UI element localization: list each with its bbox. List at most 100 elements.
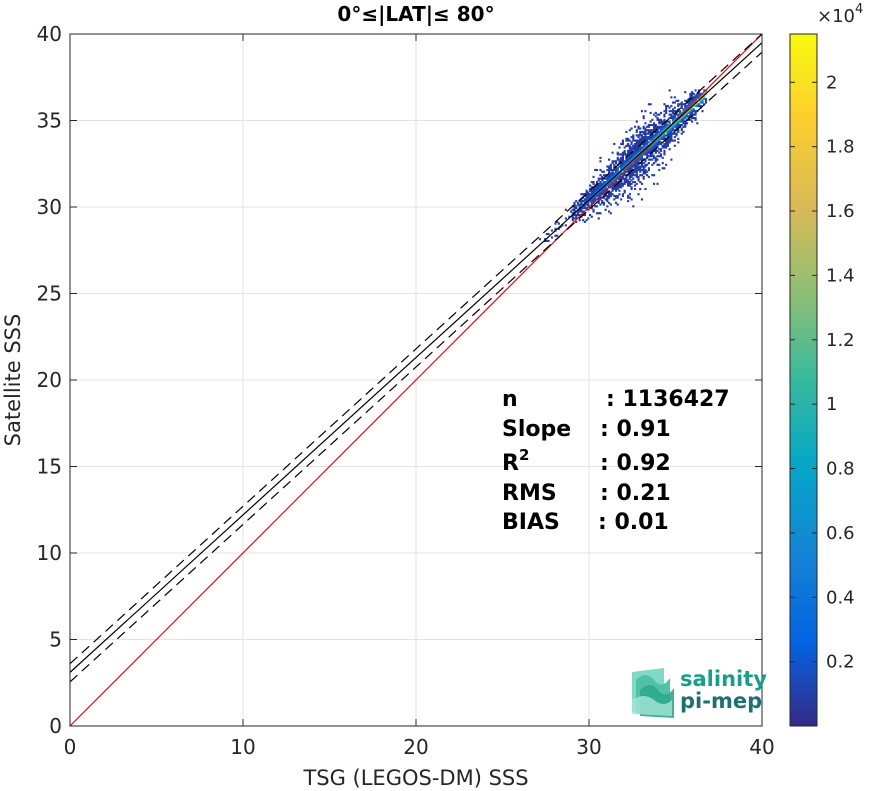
density-cell [620,182,623,185]
density-cell [599,156,602,159]
density-cell [583,193,586,196]
density-cell [583,220,586,223]
density-cell [678,103,682,106]
density-cell [576,201,580,204]
density-cell [614,167,618,170]
density-cell [611,187,614,191]
density-cell [644,129,647,132]
density-cell [640,158,644,161]
density-cell [653,142,656,146]
density-cell [595,184,599,187]
density-cell [599,186,602,189]
density-cell [611,160,614,163]
density-cell [550,236,554,239]
density-cell [602,201,605,204]
density-cell [639,139,642,142]
density-cell [689,96,692,99]
density-cell [627,200,630,203]
density-cell [613,165,616,168]
density-cell [611,162,614,165]
density-cell [630,168,633,172]
colorbar-tick-label: 0.2 [826,652,855,673]
density-cell [630,175,633,178]
density-cell [651,149,654,153]
density-cell [661,130,664,134]
density-cell [611,179,614,182]
density-cell [628,168,631,172]
density-cell [633,153,637,156]
density-cell [653,129,656,132]
density-cell [658,118,661,121]
density-cell [609,165,612,168]
density-cell [595,187,599,191]
density-cell [590,207,593,210]
density-cell [663,110,666,113]
density-cell [704,101,708,104]
density-cell [696,104,699,108]
density-cell [673,118,676,121]
density-cell [632,205,635,208]
colorbar-tick-label: 0.4 [826,587,855,608]
density-cell [668,106,671,109]
density-cell [604,177,607,180]
density-cell [621,167,624,170]
density-cell [635,139,638,142]
density-cell [606,196,609,199]
density-cell [639,181,642,184]
density-cell [632,177,635,180]
density-cell [661,144,664,147]
density-cell [654,144,657,147]
density-cell [623,163,626,166]
density-cell [663,123,666,127]
density-cell [670,132,673,135]
density-cell [647,168,650,172]
density-cell [592,200,595,203]
density-cell [656,149,659,153]
density-cell [637,160,640,163]
density-cell [628,181,631,184]
density-cell [623,189,626,192]
density-cell [678,111,682,114]
density-cell [609,194,612,198]
density-cell [608,167,611,170]
density-cell [633,155,637,158]
density-cell [672,123,675,127]
density-cell [592,187,595,191]
density-cell [618,182,621,185]
density-cell [608,179,611,182]
density-cell [678,110,682,113]
density-cell [583,205,586,208]
density-cell [691,110,694,113]
density-cell [639,167,642,170]
density-cell [642,153,645,156]
density-cell [699,99,702,102]
density-cell [613,142,616,146]
density-cell [642,117,645,120]
density-cell [618,160,621,163]
density-cell [633,184,637,187]
density-cell [658,151,661,154]
density-cell [677,99,680,102]
density-cell [658,113,661,116]
density-cell [659,127,663,130]
density-cell [672,101,675,104]
density-cell [665,125,668,128]
density-cell [587,201,590,204]
density-cell [665,104,668,108]
density-cell [628,193,631,196]
density-cell [682,117,685,120]
density-cell [656,130,659,134]
salinity-pi-mep-logo: salinity pi-mep [632,667,767,718]
density-cell [597,212,600,215]
density-cell [649,155,652,158]
density-cell [665,144,668,147]
density-cell [661,136,664,139]
density-cell [653,127,656,130]
density-cell [595,205,599,208]
density-cell [656,163,659,166]
density-cell [673,125,676,128]
density-cell [630,158,633,161]
density-cell [621,163,624,166]
density-cell [682,125,685,128]
density-cell [682,130,685,134]
